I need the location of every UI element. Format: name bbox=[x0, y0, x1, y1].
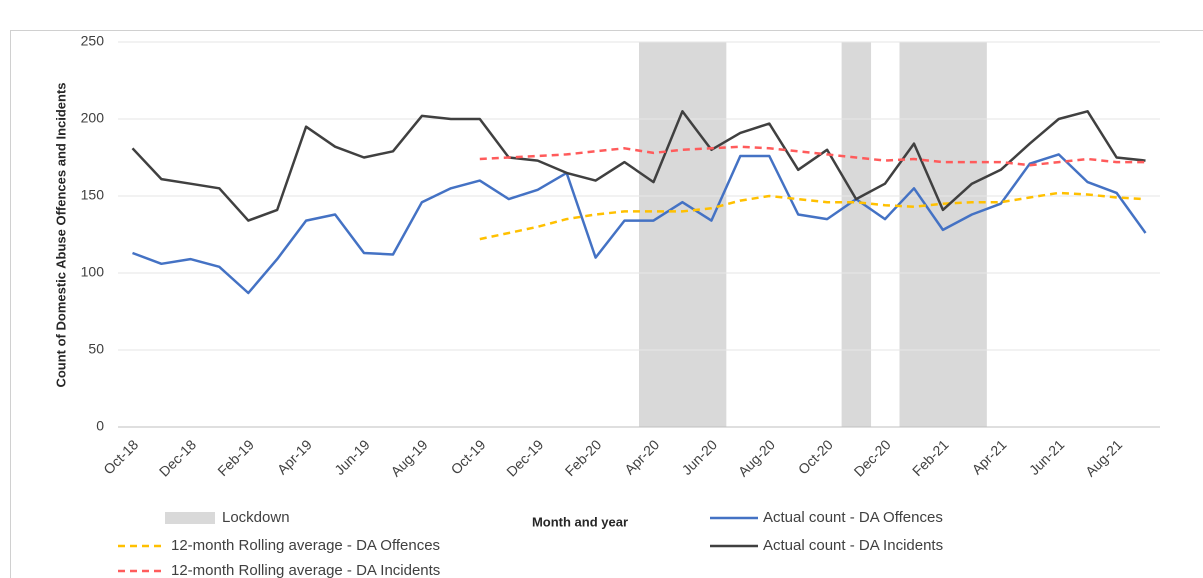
x-tick-label: Apr-20 bbox=[621, 436, 662, 477]
y-tick-label: 0 bbox=[96, 418, 104, 434]
x-tick-label: Dec-18 bbox=[156, 436, 199, 479]
y-tick-label: 250 bbox=[81, 33, 105, 49]
x-tick-label: Apr-19 bbox=[274, 436, 315, 477]
legend-label: Lockdown bbox=[222, 509, 290, 526]
x-tick-label: Aug-20 bbox=[735, 436, 778, 479]
series-line bbox=[131, 110, 1146, 222]
lockdown-bar bbox=[928, 42, 958, 427]
x-tick-label: Jun-20 bbox=[679, 436, 721, 478]
x-tick-label: Aug-19 bbox=[387, 436, 430, 479]
chart-frame bbox=[10, 30, 1203, 578]
series-line bbox=[479, 145, 1146, 167]
x-tick-label: Oct-18 bbox=[100, 436, 141, 477]
x-tick-label: Feb-21 bbox=[909, 436, 952, 479]
lockdown-bar bbox=[899, 42, 929, 427]
x-tick-label: Feb-19 bbox=[214, 436, 257, 479]
lockdown-bar bbox=[667, 42, 698, 427]
legend-swatch bbox=[165, 512, 215, 524]
x-tick-label: Aug-21 bbox=[1082, 436, 1125, 479]
legend-label: Actual count - DA Offences bbox=[763, 509, 943, 526]
y-tick-label: 200 bbox=[81, 110, 105, 126]
x-tick-label: Dec-19 bbox=[503, 436, 546, 479]
x-tick-label: Dec-20 bbox=[851, 436, 894, 479]
y-tick-label: 150 bbox=[81, 187, 105, 203]
y-axis-title: Count of Domestic Abuse Offences and Inc… bbox=[53, 82, 68, 387]
x-tick-label: Oct-19 bbox=[448, 436, 489, 477]
x-tick-label: Jun-19 bbox=[331, 436, 373, 478]
x-tick-label: Oct-20 bbox=[795, 436, 836, 477]
legend-label: 12-month Rolling average - DA Offences bbox=[171, 537, 440, 554]
x-axis-title: Month and year bbox=[532, 514, 628, 529]
x-tick-label: Feb-20 bbox=[562, 436, 605, 479]
lockdown-bar bbox=[639, 42, 669, 427]
x-tick-label: Apr-21 bbox=[969, 436, 1010, 477]
series-line bbox=[132, 153, 1147, 295]
legend-label: Actual count - DA Incidents bbox=[763, 537, 943, 554]
y-tick-label: 100 bbox=[81, 264, 105, 280]
series-line bbox=[479, 191, 1146, 241]
y-tick-label: 50 bbox=[88, 341, 104, 357]
legend-label: 12-month Rolling average - DA Incidents bbox=[171, 562, 440, 578]
x-tick-label: Jun-21 bbox=[1026, 436, 1068, 478]
lockdown-bar bbox=[957, 42, 987, 427]
lockdown-bar bbox=[696, 42, 727, 427]
lockdown-bar bbox=[841, 42, 872, 427]
